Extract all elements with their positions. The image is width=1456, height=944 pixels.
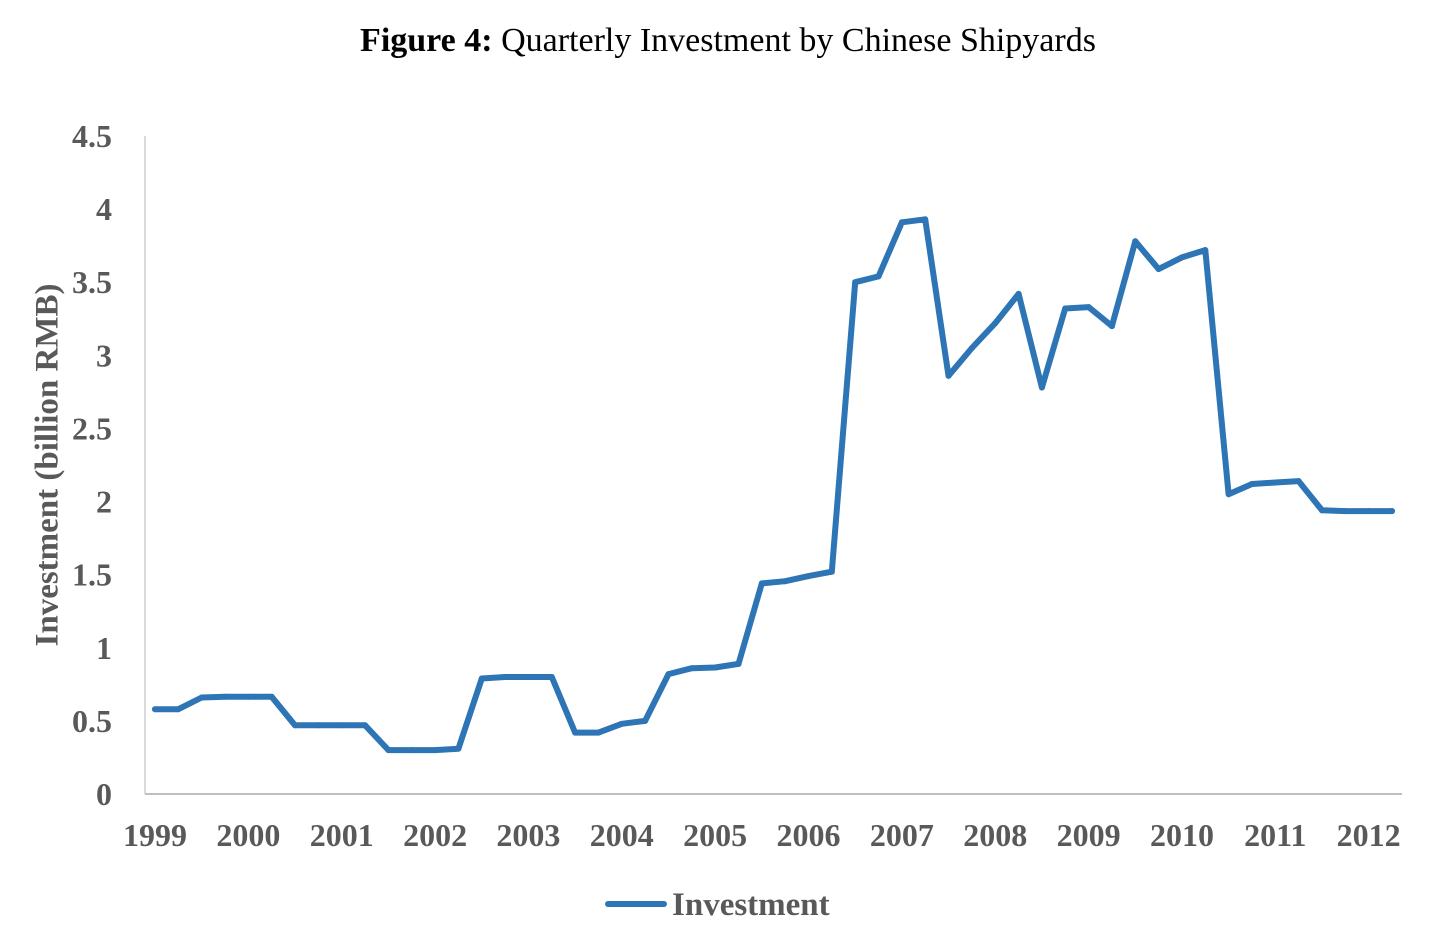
data-point <box>1389 508 1395 515</box>
data-point <box>338 722 345 729</box>
data-point <box>805 573 812 580</box>
y-tick-label: 4.5 <box>72 118 112 154</box>
chart-title-prefix: Figure 4: <box>360 22 493 59</box>
data-point <box>268 693 275 700</box>
y-tick-label: 2 <box>96 484 112 520</box>
y-tick-label: 1.5 <box>72 557 112 593</box>
data-point <box>432 747 439 754</box>
data-point <box>152 706 158 713</box>
data-point <box>1132 238 1139 245</box>
data-point <box>572 729 579 736</box>
x-tick-label: 2006 <box>777 817 841 853</box>
data-point <box>315 722 322 729</box>
data-point <box>852 279 859 286</box>
y-tick-label: 3.5 <box>72 264 112 300</box>
data-point <box>1342 508 1349 515</box>
data-point <box>828 568 835 575</box>
y-axis-ticks: 0 0.5 1 1.5 2 2.5 3 3.5 4 4.5 <box>72 118 112 812</box>
y-tick-label: 0 <box>96 776 112 812</box>
data-point <box>735 660 742 667</box>
data-point <box>712 664 719 671</box>
y-tick-label: 3 <box>96 337 112 373</box>
x-tick-label: 2002 <box>403 817 467 853</box>
data-point <box>1225 491 1232 498</box>
data-point <box>1295 478 1302 485</box>
data-point <box>1272 479 1279 486</box>
y-tick-label: 0.5 <box>72 703 112 739</box>
x-tick-label: 2011 <box>1244 817 1306 853</box>
data-point <box>1365 508 1372 515</box>
data-point <box>1178 254 1185 261</box>
data-point <box>478 675 485 682</box>
y-axis-label: Investment (billion RMB) <box>30 284 66 647</box>
x-tick-label: 2003 <box>496 817 560 853</box>
data-point <box>245 693 252 700</box>
data-point <box>642 717 649 724</box>
data-point <box>945 372 952 379</box>
data-point <box>1155 266 1162 273</box>
x-tick-label: 2001 <box>310 817 374 853</box>
x-tick-label: 2010 <box>1150 817 1214 853</box>
data-point <box>525 674 532 681</box>
y-tick-label: 1 <box>96 630 112 666</box>
data-point <box>1318 507 1325 514</box>
data-point <box>875 273 882 280</box>
legend-label-investment: Investment <box>672 887 830 923</box>
data-point <box>1248 481 1255 488</box>
y-tick-label: 4 <box>96 191 112 227</box>
data-point <box>992 320 999 327</box>
x-tick-label: 2007 <box>870 817 934 853</box>
chart-title: Figure 4: Quarterly Investment by Chines… <box>0 22 1456 60</box>
data-point <box>665 671 672 678</box>
data-point <box>1062 305 1069 312</box>
chart-title-text: Quarterly Investment by Chinese Shipyard… <box>501 22 1096 59</box>
data-point <box>548 674 555 681</box>
data-point <box>292 722 299 729</box>
data-point <box>968 345 975 352</box>
x-tick-label: 2004 <box>590 817 654 853</box>
series-points <box>152 216 1395 754</box>
data-point <box>618 720 625 727</box>
data-point <box>1108 323 1115 330</box>
data-point <box>362 722 369 729</box>
data-point <box>222 693 229 700</box>
x-tick-label: 2008 <box>963 817 1027 853</box>
x-tick-label: 2012 <box>1337 817 1401 853</box>
data-point <box>1015 290 1022 297</box>
x-axis-ticks: 1999 2000 2001 2002 2003 2004 2005 2006 2007 2008… <box>123 817 1401 853</box>
data-point <box>385 747 392 754</box>
data-point <box>198 694 205 701</box>
data-point <box>502 674 509 681</box>
data-point <box>758 580 765 587</box>
data-point <box>408 747 415 754</box>
data-point <box>922 216 929 223</box>
legend: Investment <box>605 887 830 923</box>
data-point <box>688 665 695 672</box>
data-point <box>898 219 905 226</box>
data-point <box>782 578 789 585</box>
series-line-investment <box>152 216 1395 754</box>
data-point <box>1202 247 1209 254</box>
x-tick-label: 1999 <box>123 817 187 853</box>
data-point <box>175 706 182 713</box>
data-point <box>455 745 462 752</box>
data-point <box>1085 304 1092 311</box>
x-tick-label: 2009 <box>1057 817 1121 853</box>
y-tick-label: 2.5 <box>72 410 112 446</box>
x-tick-label: 2000 <box>216 817 280 853</box>
data-point <box>1038 384 1045 391</box>
x-tick-label: 2005 <box>683 817 747 853</box>
data-point <box>595 729 602 736</box>
